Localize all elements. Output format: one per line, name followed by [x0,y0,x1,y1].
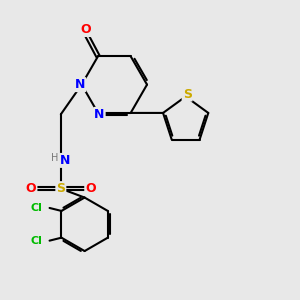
Text: S: S [183,88,192,100]
Text: Cl: Cl [31,236,43,246]
Text: N: N [94,108,105,121]
Text: S: S [56,182,65,195]
Text: N: N [75,78,85,91]
Text: H: H [51,153,58,163]
Text: O: O [81,23,92,36]
Text: O: O [26,182,36,195]
Text: O: O [85,182,96,195]
Text: N: N [60,154,70,167]
Text: Cl: Cl [31,203,43,213]
